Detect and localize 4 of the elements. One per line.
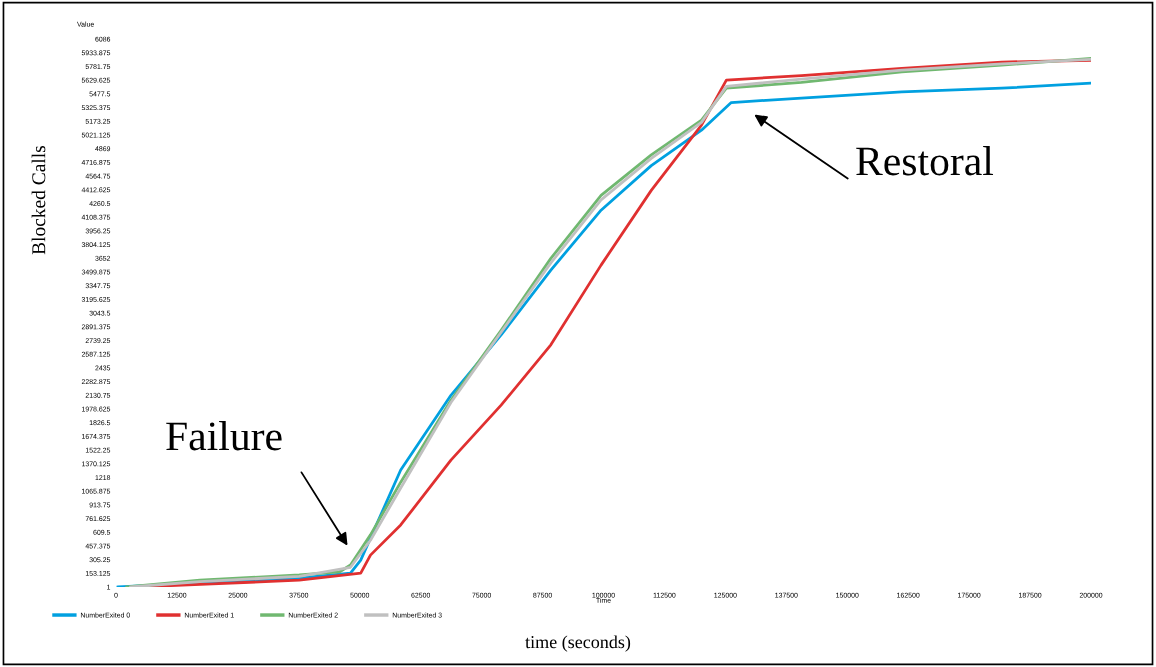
text: Blocked Calls (31, 145, 46, 255)
annotation: Failure (166, 421, 282, 451)
text: time (seconds) (525, 635, 631, 652)
annotation: Restoral (856, 146, 994, 176)
